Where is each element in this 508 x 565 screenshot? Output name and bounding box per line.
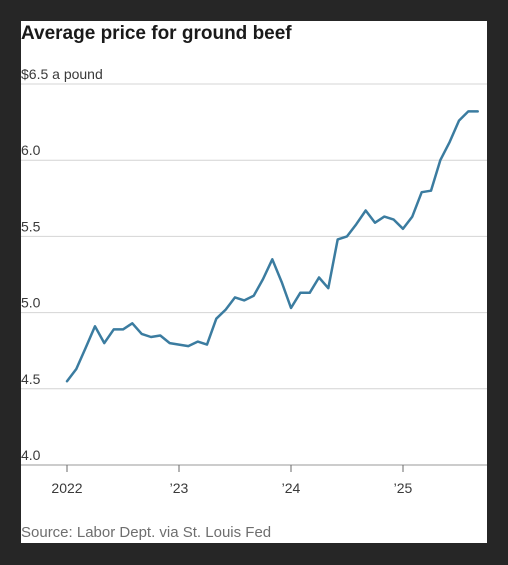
chart-source: Source: Labor Dept. via St. Louis Fed xyxy=(21,524,272,541)
y-tick-label: 5.0 xyxy=(21,295,41,311)
y-tick-label: 4.0 xyxy=(21,447,41,463)
y-tick-label: 4.5 xyxy=(21,371,41,387)
x-tick-label: ’25 xyxy=(394,480,413,496)
x-tick-label: ’24 xyxy=(282,480,301,496)
x-axis: 2022 ’23 ’24 ’25 xyxy=(51,465,413,496)
y-tick-label: 6.0 xyxy=(21,142,41,158)
chart-card: Average price for ground beef $6.5 a pou… xyxy=(21,21,487,543)
line-chart: $6.5 a pound 6.0 5.5 5.0 4.5 4.0 2022 ’23 ’24 ’2… xyxy=(21,66,487,496)
series-layer xyxy=(65,110,479,383)
x-tick-label: 2022 xyxy=(51,480,82,496)
y-tick-label: $6.5 a pound xyxy=(21,66,103,82)
series-line xyxy=(65,110,479,383)
gridlines xyxy=(21,83,487,466)
x-tick-label: ’23 xyxy=(170,480,189,496)
y-axis: $6.5 a pound 6.0 5.5 5.0 4.5 4.0 xyxy=(21,66,103,463)
chart-title: Average price for ground beef xyxy=(21,23,292,44)
y-tick-label: 5.5 xyxy=(21,218,41,234)
